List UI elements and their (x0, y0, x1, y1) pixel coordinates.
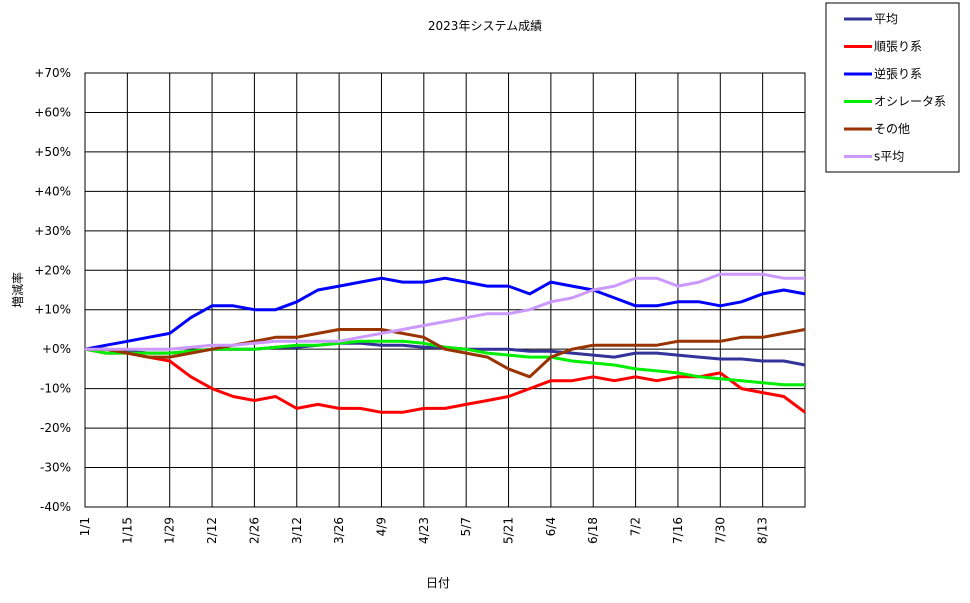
series-line (85, 272, 805, 351)
x-tick-label: 6/4 (544, 517, 558, 536)
x-tick-label: 6/18 (586, 517, 600, 544)
x-axis-label: 日付 (426, 576, 450, 590)
x-tick-label: 1/1 (78, 517, 92, 536)
x-tick-label: 5/21 (502, 517, 516, 544)
x-tick-label: 1/15 (120, 517, 134, 544)
x-tick-label: 5/7 (459, 517, 473, 536)
x-tick-label: 4/23 (417, 517, 431, 544)
x-tick-label: 8/13 (756, 517, 770, 544)
legend-label: 逆張り系 (874, 66, 922, 81)
legend-label: 平均 (874, 12, 898, 26)
y-tick-label: -30% (40, 461, 71, 475)
x-tick-label: 7/16 (671, 517, 685, 544)
x-tick-label: 1/29 (163, 517, 177, 544)
y-tick-label: -10% (40, 382, 71, 396)
x-tick-label: 7/30 (713, 517, 727, 544)
legend-label: オシレータ系 (874, 95, 946, 109)
y-axis-label: 増減率 (10, 272, 25, 308)
chart-title: 2023年システム成績 (428, 19, 542, 33)
y-tick-label: +10% (34, 303, 71, 317)
x-tick-label: 4/9 (374, 517, 388, 536)
legend-label: その他 (874, 122, 910, 136)
y-tick-label: +40% (34, 184, 71, 198)
y-tick-label: +60% (34, 105, 71, 119)
y-tick-label: -20% (40, 421, 71, 435)
y-tick-label: +0% (42, 342, 71, 356)
series-line (85, 328, 806, 379)
y-tick-label: +70% (34, 66, 71, 80)
x-tick-label: 3/12 (290, 517, 304, 544)
y-tick-label: -40% (40, 500, 71, 514)
series-line (84, 276, 806, 351)
y-tick-label: +50% (34, 145, 71, 159)
plot-border (84, 72, 806, 508)
legend-box (825, 2, 960, 173)
y-tick-label: +30% (34, 224, 71, 238)
y-tick-label: +20% (34, 263, 71, 277)
legend-label: 順張り系 (874, 40, 922, 54)
series-line (84, 347, 806, 414)
x-tick-label: 3/26 (332, 517, 346, 544)
legend-label: s平均 (874, 150, 904, 164)
x-tick-label: 7/2 (629, 517, 643, 536)
x-tick-label: 2/12 (205, 517, 219, 544)
x-tick-label: 2/26 (247, 517, 261, 544)
